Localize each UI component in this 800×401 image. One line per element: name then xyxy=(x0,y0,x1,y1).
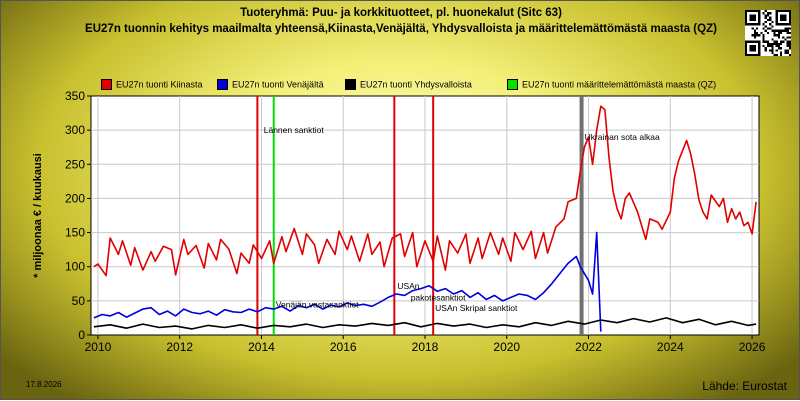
series-line-0 xyxy=(93,105,757,277)
legend-item: EU27n tuonti Kiinasta xyxy=(101,79,203,93)
legend-swatch xyxy=(345,79,356,91)
y-tick-label: 50 xyxy=(72,294,86,308)
event-label: USAn Skripal sanktiot xyxy=(435,303,518,313)
legend-label: EU27n tuonti Kiinasta xyxy=(116,79,203,90)
chart-annotation: Venäjän vastasanktiot xyxy=(276,299,359,309)
y-tick-label: 0 xyxy=(78,328,85,342)
x-tick-label: 2018 xyxy=(412,340,439,354)
legend-label: EU27n tuonti määrittelemättömästä maasta… xyxy=(522,79,717,90)
chart-subtitle: EU27n tuonnin kehitys maailmalta yhteens… xyxy=(85,23,717,35)
series-line-2 xyxy=(93,317,757,330)
legend-swatch xyxy=(507,79,518,91)
x-tick-label: 2024 xyxy=(657,340,684,354)
y-tick-label: 300 xyxy=(65,123,85,137)
event-label: USAn xyxy=(397,281,419,291)
x-tick-label: 2020 xyxy=(493,340,520,354)
y-tick-label: 150 xyxy=(65,226,85,240)
legend-label: EU27n tuonti Yhdysvalloista xyxy=(360,79,472,90)
x-tick-label: 2016 xyxy=(330,340,357,354)
y-tick-label: 100 xyxy=(65,260,85,274)
y-axis-label: * miljoonaa € / kuukausi xyxy=(32,153,44,278)
event-label: Ukrainan sota alkaa xyxy=(585,132,660,142)
x-tick-label: 2010 xyxy=(85,340,112,354)
legend-item: EU27n tuonti määrittelemättömästä maasta… xyxy=(507,79,716,93)
y-tick-label: 250 xyxy=(65,157,85,171)
x-tick-label: 2022 xyxy=(575,340,602,354)
print-date: 17.8.2026 xyxy=(26,380,62,389)
chart-title: Tuoteryhmä: Puu- ja korkkituotteet, pl. … xyxy=(240,7,562,19)
legend-label: EU27n tuonti Venäjältä xyxy=(232,79,324,90)
source-label: Lähde: Eurostat xyxy=(702,379,787,393)
x-tick-label: 2014 xyxy=(248,340,275,354)
x-tick-label: 2026 xyxy=(739,340,766,354)
chart-annotation: pakotesanktiot xyxy=(411,292,466,302)
legend-item: EU27n tuonti Yhdysvalloista xyxy=(345,79,472,93)
event-label: Lännen sanktiot xyxy=(264,125,325,135)
x-tick-label: 2012 xyxy=(166,340,193,354)
y-tick-label: 350 xyxy=(65,89,85,103)
legend-item: EU27n tuonti Venäjältä xyxy=(217,79,324,93)
legend-swatch xyxy=(101,79,112,91)
legend-swatch xyxy=(217,79,228,91)
qr-code-icon xyxy=(745,10,791,56)
y-tick-label: 200 xyxy=(65,191,85,205)
series-line-1 xyxy=(93,231,602,332)
